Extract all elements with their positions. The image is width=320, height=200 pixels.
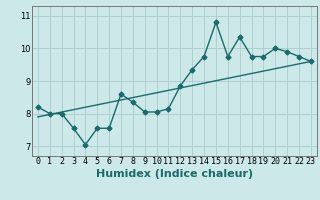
X-axis label: Humidex (Indice chaleur): Humidex (Indice chaleur)	[96, 169, 253, 179]
